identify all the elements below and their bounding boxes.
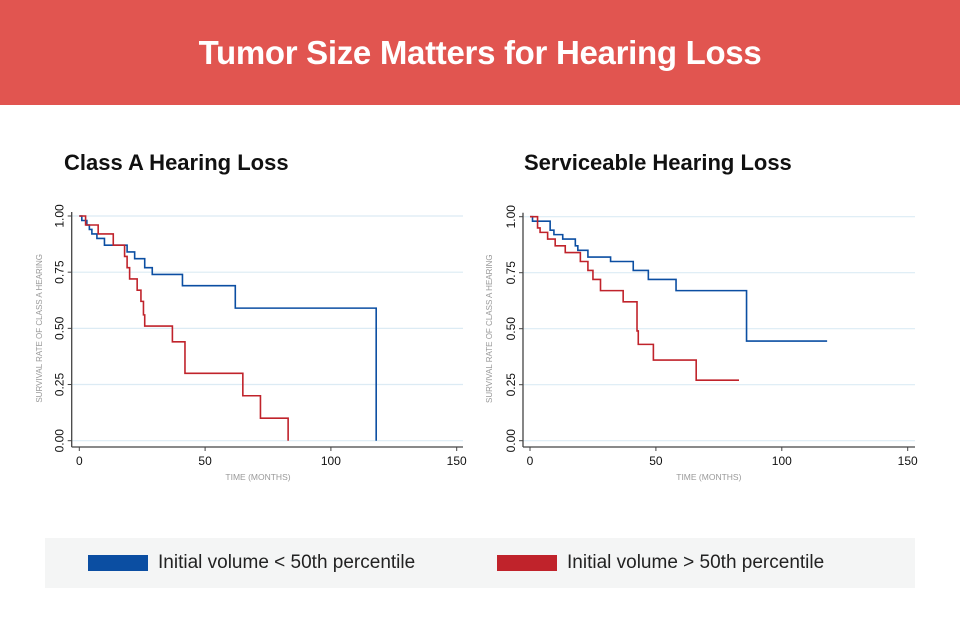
y-tick-label: 0.25 xyxy=(53,373,67,397)
x-axis-title: TIME (MONTHS) xyxy=(676,472,741,482)
x-tick-label: 0 xyxy=(76,454,83,468)
x-tick-label: 50 xyxy=(649,454,663,468)
series-line-high-volume xyxy=(530,215,739,382)
legend-item-low-volume: Initial volume < 50th percentile xyxy=(88,538,415,588)
series-line-low-volume xyxy=(530,215,828,342)
chart-title-class-a: Class A Hearing Loss xyxy=(64,150,289,175)
header-banner: Tumor Size Matters for Hearing Loss xyxy=(0,0,960,105)
y-tick-label: 0.50 xyxy=(53,316,67,340)
x-tick-label: 150 xyxy=(447,454,467,468)
x-tick-label: 100 xyxy=(772,454,792,468)
y-tick-label: 0.00 xyxy=(504,429,518,453)
y-tick-label: 0.50 xyxy=(504,317,518,341)
y-tick-label: 1.00 xyxy=(504,205,518,229)
y-axis-title: SURVIVAL RATE OF CLASS A HEARING xyxy=(485,254,494,403)
legend-swatch-blue xyxy=(88,555,148,571)
page-title: Tumor Size Matters for Hearing Loss xyxy=(198,33,762,71)
x-axis-title: TIME (MONTHS) xyxy=(225,472,290,482)
series-line-high-volume xyxy=(79,215,289,441)
legend-item-high-volume: Initial volume > 50th percentile xyxy=(497,538,824,588)
y-axis-title: SURVIVAL RATE OF CLASS A HEARING xyxy=(35,254,44,403)
y-tick-label: 0.00 xyxy=(53,429,67,453)
x-tick-label: 0 xyxy=(527,454,534,468)
x-tick-label: 150 xyxy=(898,454,918,468)
y-tick-label: 0.75 xyxy=(504,261,518,285)
x-tick-label: 100 xyxy=(321,454,341,468)
legend: Initial volume < 50th percentile Initial… xyxy=(45,538,915,588)
legend-label: Initial volume > 50th percentile xyxy=(567,552,825,573)
chart-serviceable-hearing-loss: 0.00 0.25 0.50 0.75 1.00 0 50 100 150 SURVIVAL RA… xyxy=(485,205,918,482)
legend-swatch-red xyxy=(497,555,557,571)
legend-label: Initial volume < 50th percentile xyxy=(158,552,416,573)
y-tick-label: 0.25 xyxy=(504,373,518,397)
y-tick-label: 1.00 xyxy=(53,204,67,228)
x-tick-label: 50 xyxy=(198,454,212,468)
chart-title-serviceable: Serviceable Hearing Loss xyxy=(524,150,792,175)
y-tick-label: 0.75 xyxy=(53,260,67,284)
chart-class-a-hearing-loss: 0.00 0.25 0.50 0.75 1.00 0 50 100 150 SURVIVAL RA… xyxy=(35,204,467,482)
